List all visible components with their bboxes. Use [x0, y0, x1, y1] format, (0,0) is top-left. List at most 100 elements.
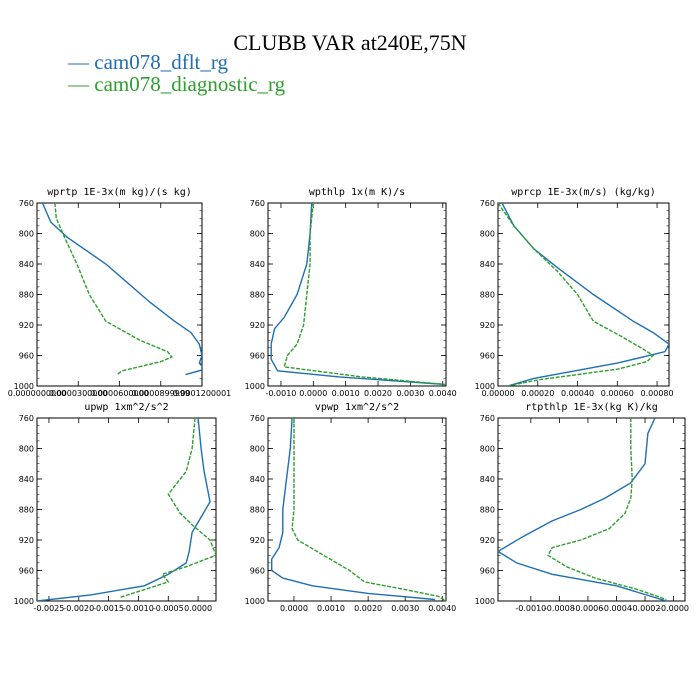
x-tick-label: 0.0000000000	[8, 389, 67, 398]
y-tick-label: 760	[19, 414, 34, 423]
x-tick-label: 0.0030	[391, 604, 419, 613]
y-tick-label: 960	[250, 352, 265, 361]
y-tick-label: 760	[480, 199, 495, 208]
y-tick-label: 840	[480, 260, 495, 269]
y-tick-label: 1000	[14, 382, 34, 391]
x-tick-label: 0.0000600000	[90, 389, 149, 398]
y-tick-label: 960	[250, 567, 265, 576]
y-tick-label: 800	[250, 230, 265, 239]
series-line-diagnostic	[283, 203, 446, 386]
y-tick-label: 920	[480, 536, 495, 545]
panel-frame	[36, 417, 217, 602]
y-tick-label: 960	[19, 567, 34, 576]
x-tick-label: 0.00020	[521, 389, 554, 398]
y-tick-label: 840	[480, 475, 495, 484]
panel-title: wprtp 1E-3x(m kg)/(s kg)	[47, 187, 192, 198]
x-tick-label: -0.0015	[93, 604, 124, 613]
y-tick-label: 1000	[245, 597, 265, 606]
y-tick-label: 800	[480, 230, 495, 239]
series-line-diagnostic	[291, 418, 446, 601]
x-tick-label: -0.0002	[630, 604, 661, 613]
y-tick-label: 800	[480, 445, 495, 454]
x-tick-label: 0.0010	[317, 604, 345, 613]
y-tick-label: 1000	[475, 597, 495, 606]
x-tick-label: -0.0025	[33, 604, 64, 613]
y-tick-label: 840	[19, 475, 34, 484]
x-tick-label: 0.00000	[481, 389, 514, 398]
x-tick-label: 0.0000	[299, 389, 327, 398]
x-tick-label: 0.0020	[364, 389, 392, 398]
y-tick-label: 840	[19, 260, 34, 269]
x-tick-label: 0.0000899999	[131, 389, 190, 398]
legend-entry-diagnostic: — cam078_diagnostic_rg	[68, 72, 286, 96]
x-tick-label: 0.0030	[396, 389, 424, 398]
series-line-dflt	[501, 203, 669, 386]
panel-frame	[497, 417, 686, 602]
y-tick-label: 880	[480, 506, 495, 515]
y-tick-label: 760	[250, 199, 265, 208]
x-tick-label: 0.0040	[429, 389, 457, 398]
y-tick-label: 1000	[14, 597, 34, 606]
x-tick-label: -0.0010	[515, 604, 546, 613]
x-tick-label: -0.0005	[153, 604, 184, 613]
x-tick-label: -0.0020	[63, 604, 94, 613]
x-tick-label: -0.0000	[658, 604, 689, 613]
y-tick-label: 960	[480, 352, 495, 361]
panel-title: rtpthlp 1E-3x(kg K)/kg	[525, 402, 657, 413]
y-tick-label: 920	[250, 321, 265, 330]
y-tick-label: 960	[480, 567, 495, 576]
series-line-dflt	[37, 418, 211, 601]
y-tick-label: 760	[250, 414, 265, 423]
y-tick-label: 880	[480, 291, 495, 300]
y-tick-label: 880	[250, 506, 265, 515]
x-tick-label: -0.0010	[123, 604, 154, 613]
x-tick-label: 0.00040	[561, 389, 594, 398]
panel-frame	[267, 202, 447, 387]
panel-title: vpwp 1xm^2/s^2	[315, 402, 399, 413]
series-line-dflt	[271, 418, 435, 601]
y-tick-label: 880	[19, 506, 34, 515]
x-tick-label: -0.0010	[266, 389, 297, 398]
x-tick-label: -0.0004	[601, 604, 632, 613]
y-tick-label: 840	[250, 475, 265, 484]
x-tick-label: 0.00060	[601, 389, 634, 398]
y-tick-label: 840	[250, 260, 265, 269]
series-line-dflt	[498, 418, 667, 601]
x-tick-label: 0.0010	[332, 389, 360, 398]
page-title: CLUBB VAR at240E,75N	[233, 30, 467, 55]
x-tick-label: 0.00080	[641, 389, 674, 398]
series-line-diagnostic	[120, 418, 216, 598]
legend-entry-dflt: — cam078_dflt_rg	[68, 50, 229, 74]
x-tick-label: 0.0000300000	[49, 389, 108, 398]
x-tick-label: 0.0000	[184, 604, 212, 613]
series-line-diagnostic	[54, 203, 173, 376]
series-line-diagnostic	[498, 203, 655, 386]
y-tick-label: 760	[19, 199, 34, 208]
y-tick-label: 760	[480, 414, 495, 423]
y-tick-label: 960	[19, 352, 34, 361]
x-tick-label: -0.0008	[544, 604, 575, 613]
y-tick-label: 800	[19, 445, 34, 454]
y-tick-label: 920	[19, 321, 34, 330]
series-line-dflt	[270, 203, 446, 386]
y-tick-label: 1000	[245, 382, 265, 391]
y-tick-label: 920	[480, 321, 495, 330]
x-tick-label: 0.0000	[280, 604, 308, 613]
y-tick-label: 800	[19, 230, 34, 239]
x-tick-label: -0.0006	[572, 604, 603, 613]
y-tick-label: 880	[19, 291, 34, 300]
x-tick-label: 0.0020	[354, 604, 382, 613]
y-tick-label: 880	[250, 291, 265, 300]
y-tick-label: 920	[19, 536, 34, 545]
y-tick-label: 920	[250, 536, 265, 545]
x-tick-label: 0.0040	[428, 604, 456, 613]
series-line-dflt	[41, 203, 202, 376]
panel-title: upwp 1xm^2/s^2	[84, 402, 168, 413]
panel-title: wprcp 1E-3x(m/s) (kg/kg)	[511, 187, 656, 198]
series-line-diagnostic	[547, 418, 667, 601]
y-tick-label: 1000	[475, 382, 495, 391]
x-tick-label: 0.0001200001	[173, 389, 232, 398]
y-tick-label: 800	[250, 445, 265, 454]
panel-frame	[497, 202, 670, 387]
